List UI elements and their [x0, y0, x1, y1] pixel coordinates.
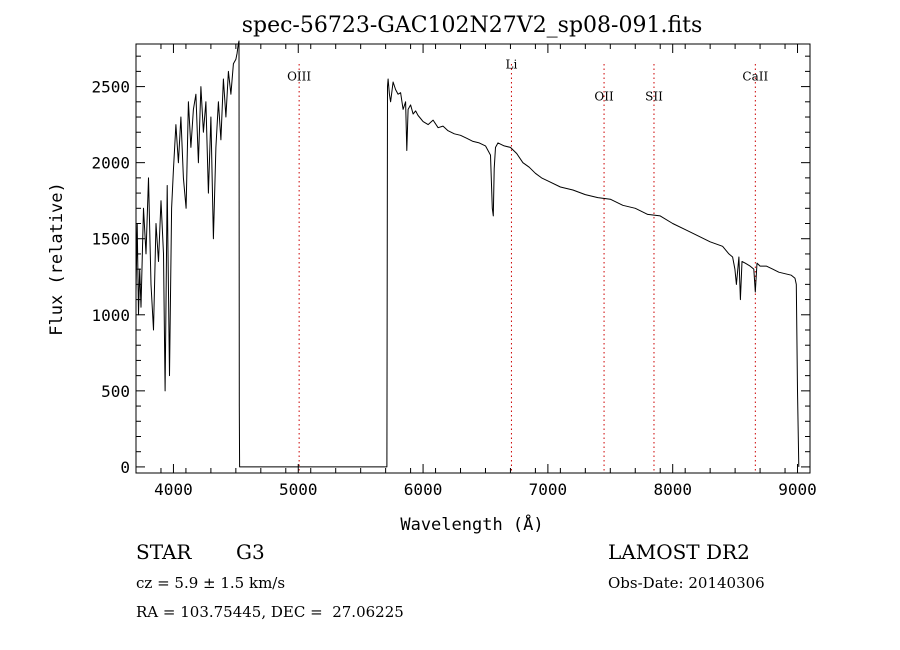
x-tick-label: 9000: [778, 480, 817, 499]
y-tick-label: 1500: [91, 230, 130, 249]
y-tick-label: 0: [120, 458, 130, 477]
observation-date: Obs-Date: 20140306: [608, 574, 765, 592]
redshift-velocity: cz = 5.9 ± 1.5 km/s: [136, 574, 286, 592]
x-tick-label: 4000: [154, 480, 193, 499]
series-layer: [135, 40, 800, 468]
x-tick-label: 8000: [653, 480, 692, 499]
x-tick-label: 5000: [279, 480, 318, 499]
spectrum-line-flux: [135, 40, 800, 468]
line-marker-label: Li: [506, 57, 518, 71]
line-marker-label: OII: [594, 89, 614, 103]
y-tick-label: 1000: [91, 306, 130, 325]
x-axis: 4000 5000 6000 7000 8000 9000: [135, 44, 817, 499]
plot-frame: [135, 43, 811, 474]
x-tick-label: 6000: [404, 480, 443, 499]
x-axis-label: Wavelength (Å): [400, 513, 543, 535]
line-marker-label: SII: [645, 89, 663, 103]
object-class: STAR: [136, 540, 192, 564]
emission-line-markers: OIII Li OII SII CaII: [287, 57, 768, 473]
y-tick-label: 2000: [91, 154, 130, 173]
line-marker-label: CaII: [742, 70, 768, 84]
x-tick-label: 7000: [529, 480, 568, 499]
survey-release: LAMOST DR2: [608, 540, 750, 564]
y-tick-label: 500: [101, 382, 130, 401]
spectral-subclass: G3: [236, 540, 265, 564]
y-tick-label: 2500: [91, 78, 130, 97]
chart-title: spec-56723-GAC102N27V2_sp08-091.fits: [242, 13, 703, 38]
sky-coordinates: RA = 103.75445, DEC = 27.06225: [136, 603, 404, 621]
y-axis: 0 500 1000 1500 2000 2500: [91, 55, 810, 477]
y-axis-label: Flux (relative): [47, 182, 67, 336]
line-marker-label: OIII: [287, 70, 311, 84]
